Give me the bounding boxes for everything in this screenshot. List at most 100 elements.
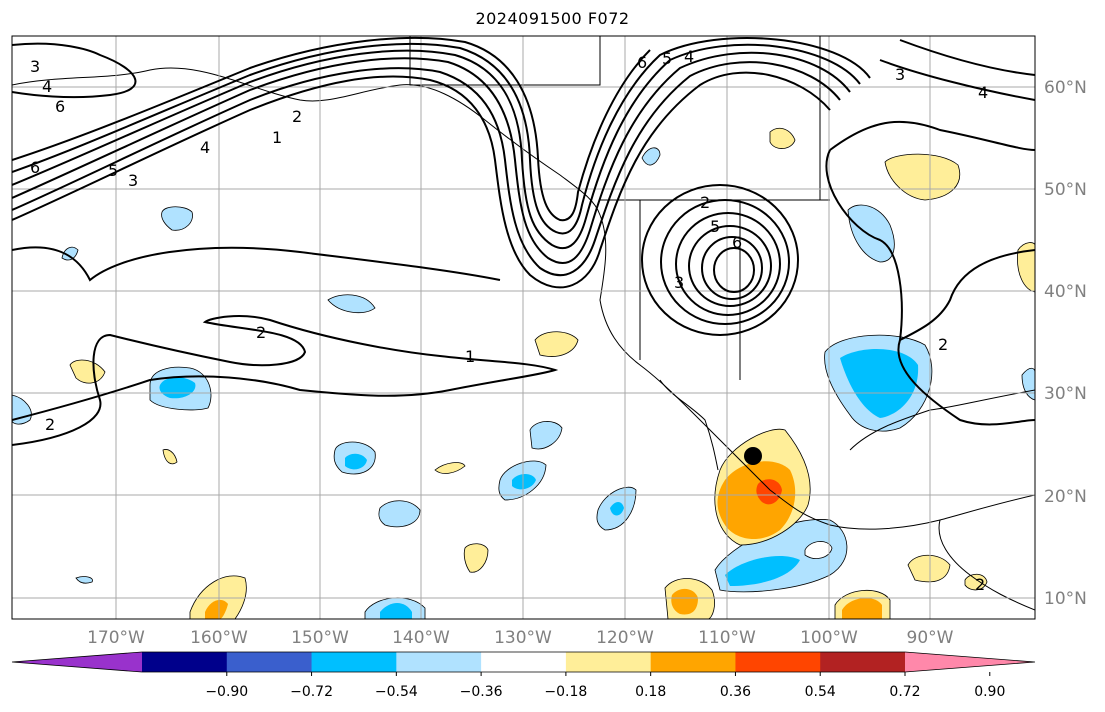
- pos-area: [463, 543, 489, 573]
- pos-high: [756, 479, 782, 505]
- colorbar-tick-label: −0.36: [460, 684, 503, 700]
- pos-area: [434, 462, 466, 474]
- colorbar-extend-high: [905, 652, 1035, 672]
- pos-area: [769, 127, 796, 149]
- colorbar-segment: [820, 652, 906, 672]
- pos-hole: [804, 541, 833, 559]
- colorbar-segment: [396, 652, 482, 672]
- contour-label: 5: [710, 217, 720, 236]
- colorbar-tick-label: −0.18: [544, 684, 587, 700]
- neg-area: [327, 294, 376, 314]
- neg-area: [529, 421, 563, 450]
- contours: [12, 36, 1035, 446]
- latitude-labels: 60°N 50°N 40°N 30°N 20°N 10°N: [1044, 78, 1087, 609]
- contour-label: 2: [45, 415, 55, 434]
- pos-area: [189, 575, 247, 619]
- pos-area: [1017, 242, 1035, 293]
- neg-area: [378, 500, 421, 528]
- neg-core: [725, 555, 800, 586]
- lon-label: 130°W: [494, 628, 552, 648]
- lon-label: 160°W: [190, 628, 248, 648]
- neg-core: [840, 348, 919, 418]
- contour-label: 4: [684, 47, 694, 66]
- pos-mid: [842, 597, 882, 619]
- neg-area: [641, 147, 661, 166]
- lon-label: 110°W: [698, 628, 756, 648]
- longitude-labels: 170°W 160°W 150°W 140°W 130°W 120°W 110°…: [87, 628, 954, 648]
- lat-label: 50°N: [1044, 180, 1087, 200]
- contour-label: 3: [674, 273, 684, 292]
- contour-label: 3: [128, 171, 138, 190]
- colorbar-tick-label: 0.90: [974, 684, 1005, 700]
- pos-mid: [205, 599, 228, 619]
- pos-area: [162, 449, 178, 465]
- colorbar-segment: [226, 652, 313, 672]
- contour-label: 2: [256, 323, 266, 342]
- contour-label: 5: [108, 161, 118, 180]
- lon-label: 150°W: [291, 628, 349, 648]
- contour-label: 4: [978, 83, 988, 102]
- lon-label: 90°W: [907, 628, 954, 648]
- grid: [12, 36, 1035, 619]
- colorbar-tick-label: 0.72: [889, 684, 920, 700]
- contour-label: 3: [895, 65, 905, 84]
- colorbar-tick-label: −0.72: [290, 684, 333, 700]
- plot-border: [11, 35, 1036, 620]
- neg-area: [61, 246, 79, 261]
- contour-label: 6: [637, 53, 647, 72]
- contour-label: 3: [30, 57, 40, 76]
- neg-core: [512, 474, 536, 490]
- neg-area: [75, 576, 93, 584]
- contour-label: 2: [292, 107, 302, 126]
- colorbar-tick-label: 0.36: [720, 684, 751, 700]
- contour-label: 4: [42, 77, 52, 96]
- colorbar-segment: [481, 652, 567, 672]
- contour-label: 5: [662, 49, 672, 68]
- neg-area: [1021, 367, 1035, 401]
- pos-mid: [717, 461, 796, 540]
- lat-label: 30°N: [1044, 384, 1087, 404]
- contour-label: 2: [975, 575, 985, 594]
- map-plot-area: [12, 36, 1035, 619]
- lat-label: 10°N: [1044, 589, 1087, 609]
- lon-label: 120°W: [596, 628, 654, 648]
- lat-label: 20°N: [1044, 487, 1087, 507]
- neg-core: [345, 453, 367, 470]
- colorbar-tick-label: −0.54: [375, 684, 418, 700]
- neg-core: [380, 603, 412, 619]
- storm-marker: [744, 447, 762, 465]
- colorbar-outline: [11, 651, 1036, 673]
- colorbar: −0.90 −0.72 −0.54 −0.36 −0.18 0.18 0.36 0.54 0.7…: [11, 651, 1036, 700]
- lon-label: 170°W: [87, 628, 145, 648]
- contour-label: 6: [30, 158, 40, 177]
- lon-label: 140°W: [392, 628, 450, 648]
- contour-label: 2: [938, 335, 948, 354]
- neg-core: [610, 502, 624, 516]
- colorbar-segment: [565, 652, 652, 672]
- colorbar-segment: [142, 652, 228, 672]
- map-title: 2024091500 F072: [475, 9, 630, 28]
- colorbar-segment: [735, 652, 821, 672]
- contour-label: 1: [272, 128, 282, 147]
- neg-area: [161, 206, 193, 231]
- colorbar-segment: [650, 652, 736, 672]
- contour-label: 4: [200, 138, 210, 157]
- lat-label: 40°N: [1044, 282, 1087, 302]
- contour-labels: 3 4 6 6 5 3 4 1 2 2 1 2 6 5 4 2 5 6 3 3 …: [30, 47, 988, 594]
- contour-label: 2: [700, 193, 710, 212]
- colorbar-tick-label: −0.90: [205, 684, 248, 700]
- colorbar-extend-low: [12, 652, 142, 672]
- contour-label: 6: [55, 97, 65, 116]
- colorbar-segment: [311, 652, 397, 672]
- lat-label: 60°N: [1044, 78, 1087, 98]
- lon-label: 100°W: [800, 628, 858, 648]
- contour-label: 1: [465, 347, 475, 366]
- colorbar-tick-label: 0.18: [635, 684, 666, 700]
- pos-area: [69, 359, 106, 384]
- pos-area: [534, 331, 579, 357]
- pos-mid: [671, 588, 698, 615]
- pos-area: [964, 573, 988, 591]
- pos-area: [907, 554, 951, 583]
- contour-label: 6: [732, 233, 742, 252]
